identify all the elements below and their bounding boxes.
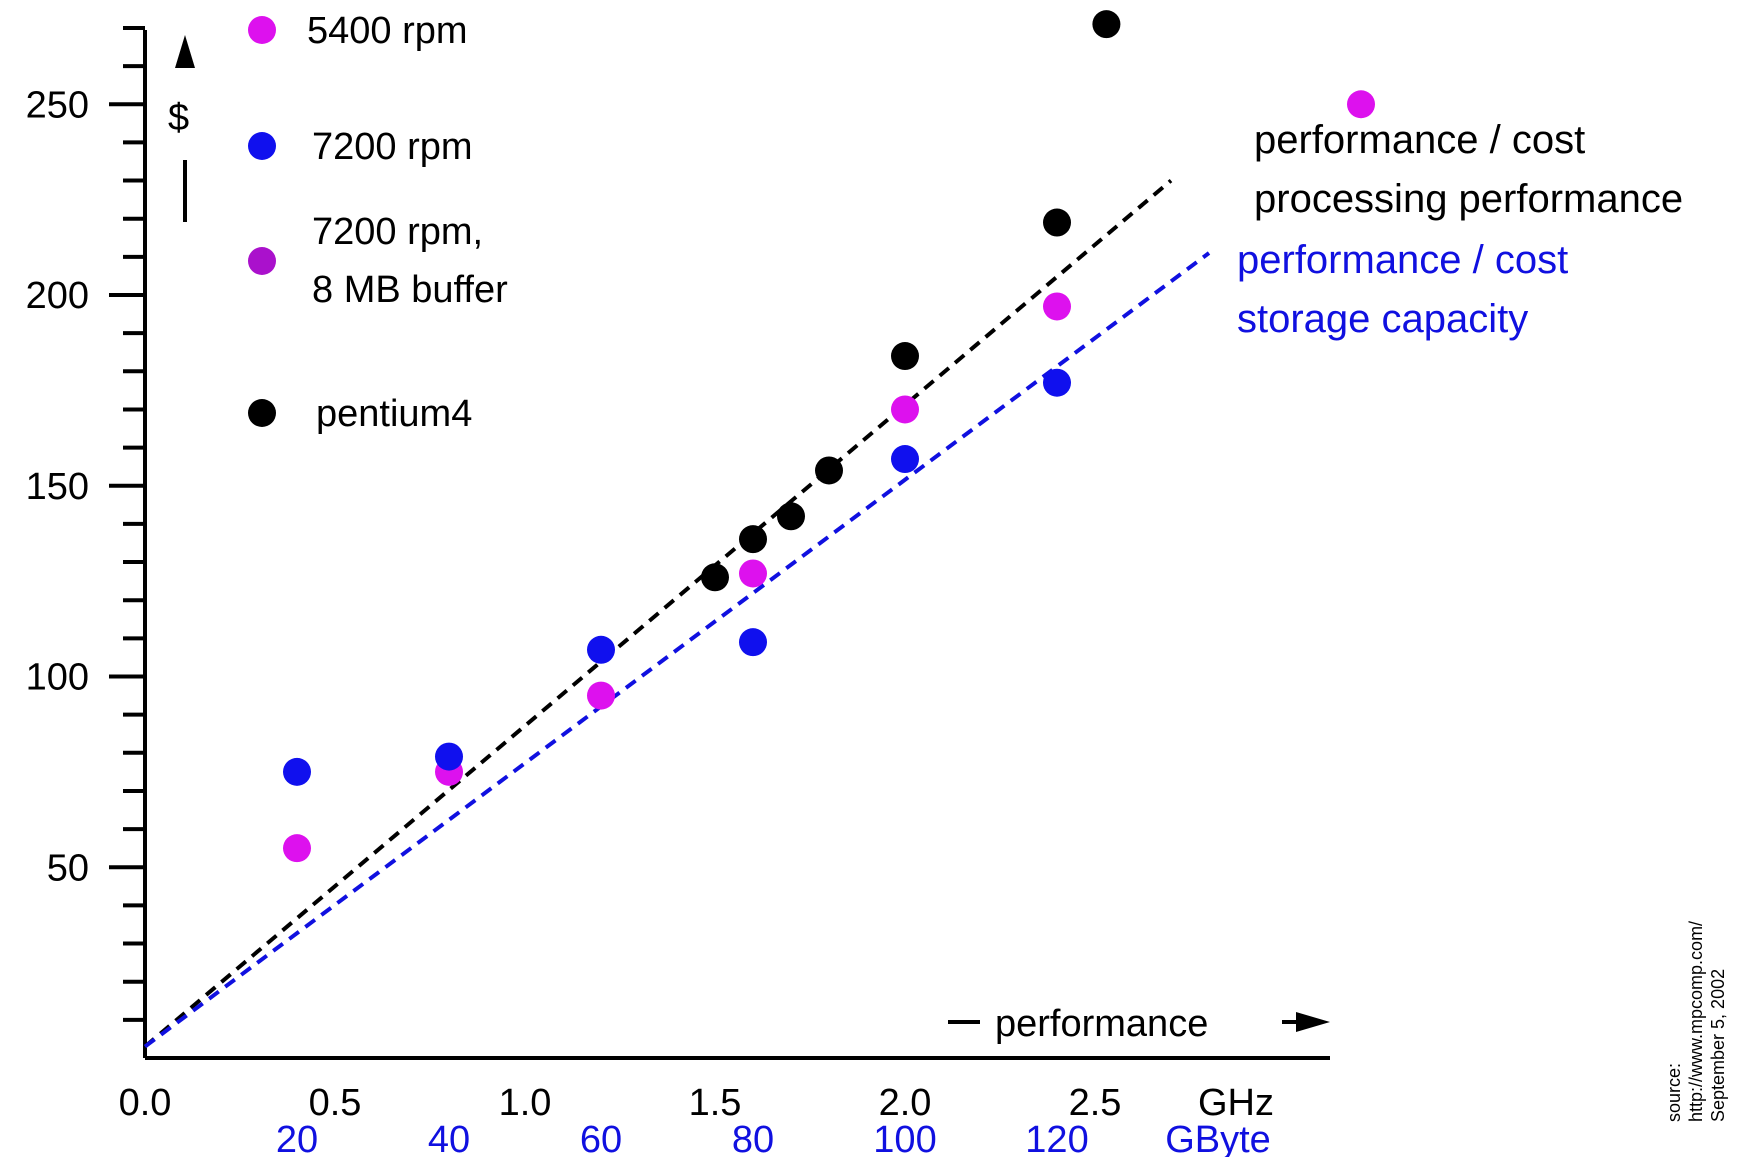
x-axis-unit-gbyte: GByte [1165, 1119, 1271, 1157]
source-note: source: http://www.mpcomp.com/ September… [1664, 921, 1728, 1122]
source-note-line1: source: [1664, 1063, 1684, 1122]
x-tick-label-ghz: 2.5 [1069, 1082, 1122, 1124]
trend-label-processing-line2: processing performance [1254, 177, 1683, 221]
y-tick-label: 250 [26, 84, 89, 126]
legend-label-7200: 7200 rpm [312, 126, 473, 168]
data-point-7200-rpm [1043, 368, 1071, 397]
y-ticks: 50 100 150 200 250 [26, 25, 145, 1022]
data-point-pentium4 [701, 563, 729, 592]
x-tick-label-gbyte: 40 [428, 1119, 470, 1157]
data-point-7200-rpm [587, 635, 615, 664]
trend-label-processing-line1: performance / cost [1254, 118, 1585, 162]
legend-marker-5400 [248, 16, 276, 44]
x-tick-label-gbyte: 100 [873, 1119, 936, 1157]
x-axis-label: performance [995, 1003, 1208, 1045]
data-points [283, 10, 1375, 863]
data-point-pentium4 [1043, 208, 1071, 237]
data-point-5400-rpm [1043, 292, 1071, 321]
y-tick-label: 50 [47, 847, 89, 889]
trend-line-processing [143, 179, 1173, 1049]
data-point-pentium4 [815, 456, 843, 485]
y-tick-label: 150 [26, 466, 89, 508]
x-tick-label-ghz: 1.5 [689, 1082, 742, 1124]
data-point-5400-rpm [587, 681, 615, 710]
data-point-5400-rpm [1347, 90, 1375, 119]
data-point-pentium4 [739, 525, 767, 554]
trend-label-storage-line2: storage capacity [1237, 297, 1528, 341]
legend-label-5400: 5400 rpm [307, 10, 468, 52]
data-point-pentium4 [891, 342, 919, 371]
legend-label-7200-8mb-line1: 7200 rpm, [312, 211, 483, 253]
x-tick-label-ghz: 2.0 [879, 1082, 932, 1124]
y-tick-label: 200 [26, 275, 89, 317]
x-tick-label-ghz: 0.5 [309, 1082, 362, 1124]
data-point-7200-rpm [435, 742, 463, 771]
y-tick-label: 100 [26, 657, 89, 699]
legend-marker-7200-8mb [248, 247, 276, 275]
x-axis-arrow-head [1296, 1012, 1330, 1032]
source-note-line2: http://www.mpcomp.com/ [1686, 921, 1706, 1122]
y-axis-label: $ [168, 97, 189, 139]
x-tick-label-ghz: 0.0 [119, 1082, 172, 1124]
x-tick-label-gbyte: 60 [580, 1119, 622, 1157]
legend-marker-pentium4 [248, 399, 276, 427]
data-point-7200-rpm [283, 757, 311, 786]
x-tick-label-ghz: 1.0 [499, 1082, 552, 1124]
y-axis-arrow-head [175, 35, 195, 68]
x-ticks: 0.0 0.5 1.0 1.5 2.0 2.5 20 40 60 80 100 120 [119, 1082, 1122, 1157]
x-axis-unit-ghz: GHz [1198, 1082, 1274, 1124]
trend-label-storage-line1: performance / cost [1237, 238, 1568, 282]
legend: 5400 rpm 7200 rpm 7200 rpm, 8 MB buffer … [248, 10, 508, 435]
data-point-5400-rpm [739, 559, 767, 588]
data-point-pentium4 [777, 502, 805, 531]
source-note-line3: September 5, 2002 [1708, 969, 1728, 1122]
data-point-5400-rpm [891, 395, 919, 424]
trend-lines [143, 179, 1211, 1049]
data-point-pentium4 [1092, 10, 1121, 39]
legend-label-pentium4: pentium4 [316, 393, 472, 435]
legend-marker-7200 [248, 132, 276, 160]
x-tick-label-gbyte: 120 [1025, 1119, 1088, 1157]
data-point-7200-rpm [739, 628, 767, 657]
trend-line-storage [143, 251, 1211, 1049]
x-tick-label-gbyte: 80 [732, 1119, 774, 1157]
data-point-7200-rpm [891, 445, 919, 474]
x-tick-label-gbyte: 20 [276, 1119, 318, 1157]
data-point-5400-rpm [283, 834, 311, 863]
legend-label-7200-8mb-line2: 8 MB buffer [312, 269, 508, 311]
